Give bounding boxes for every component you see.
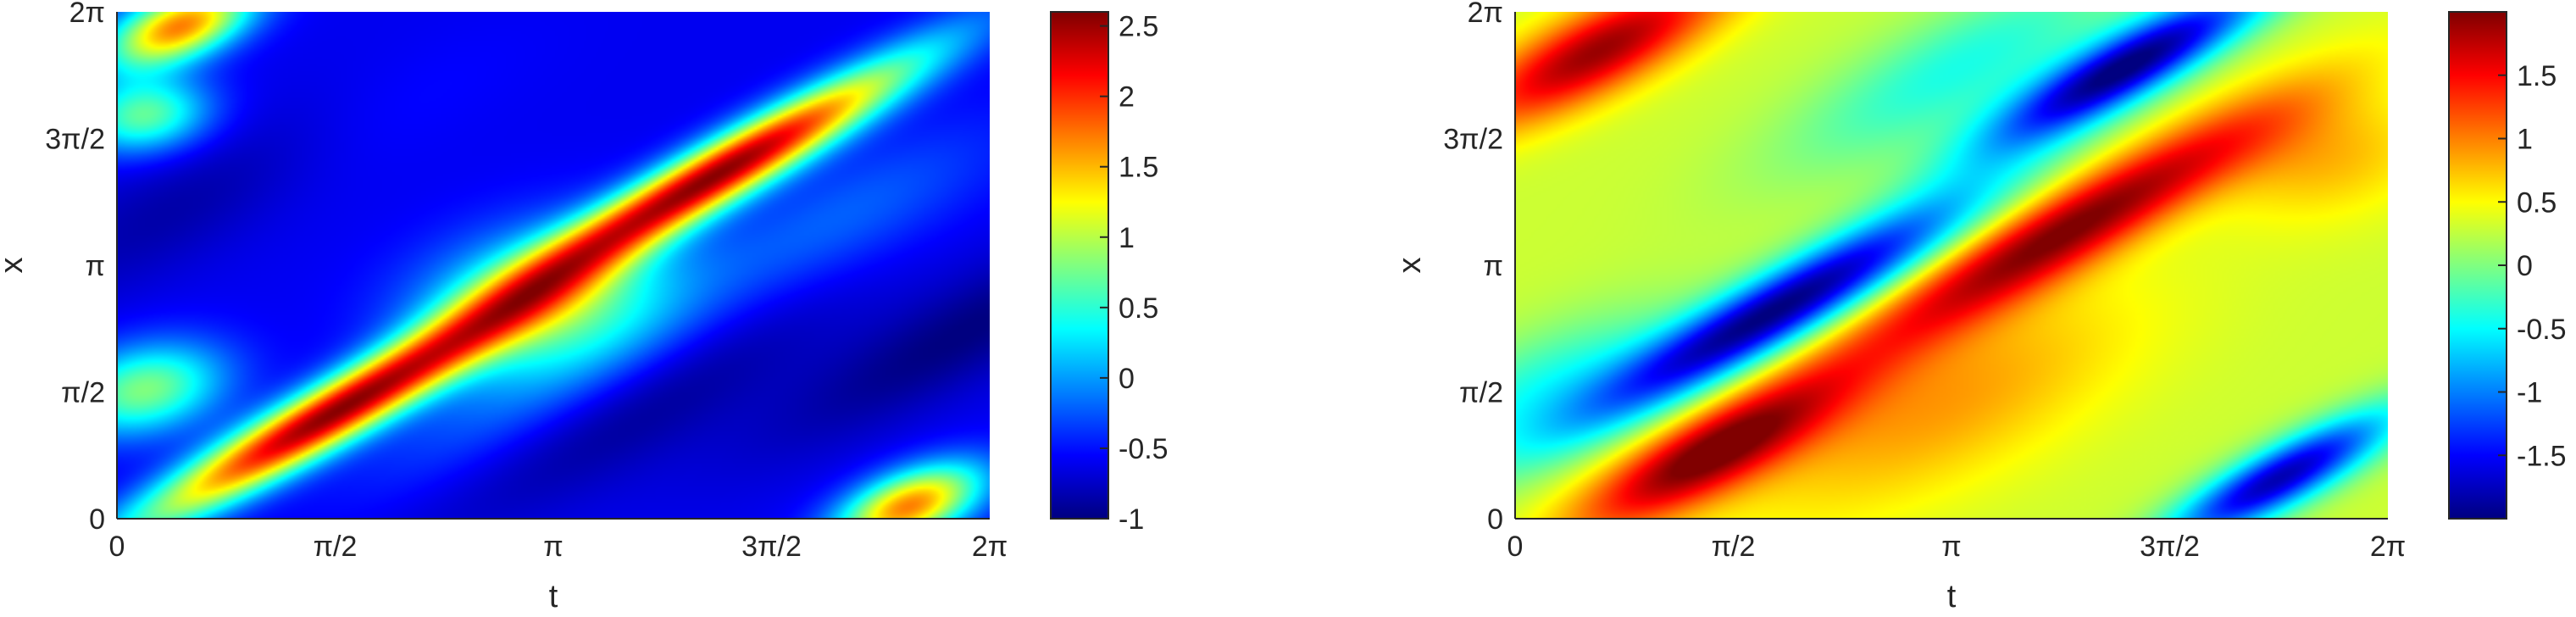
colorbar-tick-label: -1 (1119, 503, 1144, 536)
chart-2: 0 π/2 π 3π/2 2π 0 π/2 π 3π/2 2π t x -1.5 -1 -0.5 0 0.5 1 1… (1392, 0, 2567, 614)
y-tick-label: 0 (1487, 503, 1503, 536)
y-axis-label: x (1392, 258, 1428, 274)
colorbar (1050, 11, 1109, 520)
colorbar-tick-label: 1 (2517, 124, 2533, 156)
colorbar-tick-label: 2.5 (1119, 11, 1158, 43)
x-tick-label: π/2 (314, 531, 358, 563)
y-tick-label: 2π (1468, 0, 1503, 29)
colorbar-tick-label: 2 (1119, 81, 1135, 114)
x-tick-label: 2π (972, 531, 1008, 563)
colorbar-tick-label: -1.5 (2517, 440, 2567, 472)
colorbar-tick-label: -1 (2517, 377, 2542, 409)
x-tick-label: 0 (1507, 531, 1524, 563)
y-tick-label: π (1484, 250, 1503, 282)
y-tick-label: π/2 (61, 377, 105, 409)
colorbar-tick-label: 0 (1119, 363, 1135, 395)
y-tick-label: π (86, 250, 105, 282)
colorbar-tick-label: 0.5 (1119, 292, 1158, 325)
x-axis-label: t (549, 579, 558, 614)
colorbar-tick-label: -0.5 (2517, 314, 2567, 346)
colorbar-tick-label: 1.5 (2517, 60, 2557, 92)
x-tick-label: π (543, 531, 563, 563)
y-tick-label: 3π/2 (45, 124, 105, 156)
colorbar-tick-label: 1 (1119, 222, 1135, 254)
heatmap-image (117, 12, 990, 519)
colorbar (2448, 11, 2507, 520)
x-tick-label: 2π (2370, 531, 2406, 563)
x-tick-label: 3π/2 (2140, 531, 2200, 563)
x-tick-label: 0 (109, 531, 125, 563)
colorbar-tick-label: 1.5 (1119, 152, 1158, 184)
x-tick-label: 3π/2 (741, 531, 802, 563)
colorbar-tick-label: -0.5 (1119, 433, 1169, 465)
y-tick-label: 3π/2 (1443, 124, 1503, 156)
chart-1: 0 π/2 π 3π/2 2π 0 π/2 π 3π/2 2π t x -1 -0.5 0 0.5 1 1.5 2 2… (0, 0, 1169, 614)
x-axis-label: t (1947, 579, 1957, 614)
y-tick-label: π/2 (1459, 377, 1503, 409)
colorbar-tick-label: 0.5 (2517, 186, 2557, 219)
y-axis-label: x (0, 258, 30, 274)
x-tick-label: π/2 (1712, 531, 1756, 563)
heatmap-image (1515, 12, 2388, 519)
y-tick-label: 2π (69, 0, 105, 29)
x-tick-label: π (1941, 531, 1961, 563)
colorbar-tick-label: 0 (2517, 250, 2533, 282)
y-tick-label: 0 (89, 503, 105, 536)
